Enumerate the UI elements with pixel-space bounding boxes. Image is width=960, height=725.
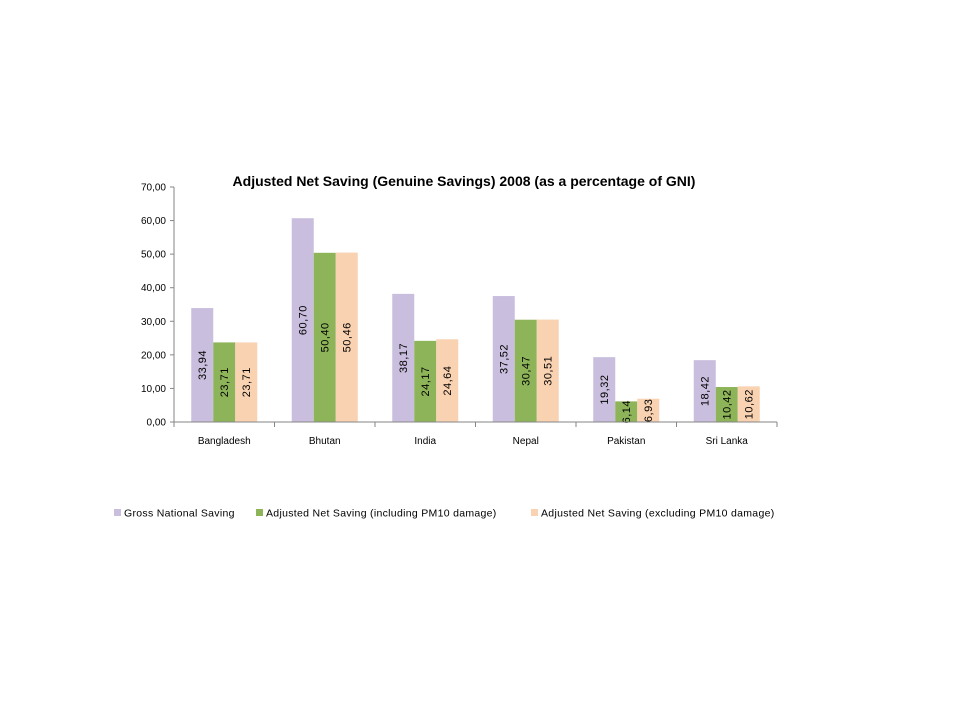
data-label: 50,40: [320, 322, 332, 352]
bar: [213, 342, 236, 422]
category-label: Nepal: [513, 436, 539, 447]
data-label: 33,94: [197, 350, 209, 380]
y-tick-label: 50,00: [141, 250, 166, 261]
chart-title: Adjusted Net Saving (Genuine Savings) 20…: [233, 173, 696, 189]
y-tick-label: 60,00: [141, 216, 166, 227]
bar: [536, 319, 559, 422]
bar: [492, 296, 515, 422]
data-label: 18,42: [700, 376, 712, 406]
y-tick-label: 30,00: [141, 317, 166, 328]
data-label: 30,47: [521, 356, 533, 386]
data-label: 10,42: [722, 389, 734, 419]
data-label: 23,71: [219, 367, 231, 397]
y-tick-label: 20,00: [141, 350, 166, 361]
data-label: 24,17: [420, 366, 432, 396]
bar: [191, 308, 214, 422]
data-label: 37,52: [499, 344, 511, 374]
legend-swatch: [114, 509, 121, 516]
bar: [335, 252, 358, 422]
x-axis: Bangladesh Bhutan India Nepal Pakistan Sri La…: [173, 421, 778, 447]
bar: [593, 357, 616, 422]
bar: [615, 401, 638, 422]
legend-swatch: [531, 509, 538, 516]
y-axis: 0,00 10,00 20,00 30,00 40,00 50,00 60,00 70,00: [141, 183, 175, 429]
legend-swatch: [256, 509, 263, 516]
data-label: 38,17: [398, 343, 410, 373]
bars: [191, 218, 760, 422]
y-tick-label: 0,00: [147, 418, 167, 429]
bar: [514, 319, 537, 422]
data-label: 6,93: [643, 399, 655, 422]
data-label: 19,32: [599, 375, 611, 405]
bar: [637, 398, 660, 422]
y-tick-label: 70,00: [141, 183, 166, 194]
bar: [392, 293, 415, 422]
legend-label: Gross National Saving: [124, 508, 235, 520]
bar: [414, 340, 437, 422]
category-label: Bangladesh: [198, 436, 251, 447]
y-tick-label: 10,00: [141, 384, 166, 395]
bar: [737, 386, 760, 422]
bar: [693, 360, 716, 422]
legend-label: Adjusted Net Saving (including PM10 dama…: [266, 508, 497, 520]
data-label: 30,51: [543, 356, 555, 386]
data-label: 10,62: [744, 389, 756, 419]
category-label: Bhutan: [309, 436, 341, 447]
bar: [291, 218, 314, 422]
bar: [313, 252, 336, 422]
category-label: India: [414, 436, 436, 447]
legend: Gross National Saving Adjusted Net Saving…: [114, 508, 775, 520]
data-label: 23,71: [241, 367, 253, 397]
bar: [235, 342, 258, 422]
category-label: Sri Lanka: [706, 436, 749, 447]
bar: [436, 339, 459, 422]
data-labels: 33,94 60,70 38,17 37,52 19,32 18,42 23,71 50,40…: [197, 305, 756, 423]
data-label: 60,70: [298, 305, 310, 335]
data-label: 6,14: [621, 400, 633, 423]
bar: [715, 387, 738, 422]
data-label: 24,64: [442, 366, 454, 396]
data-label: 50,46: [342, 322, 354, 352]
category-label: Pakistan: [607, 436, 645, 447]
y-tick-label: 40,00: [141, 283, 166, 294]
legend-label: Adjusted Net Saving (excluding PM10 dama…: [541, 508, 775, 520]
